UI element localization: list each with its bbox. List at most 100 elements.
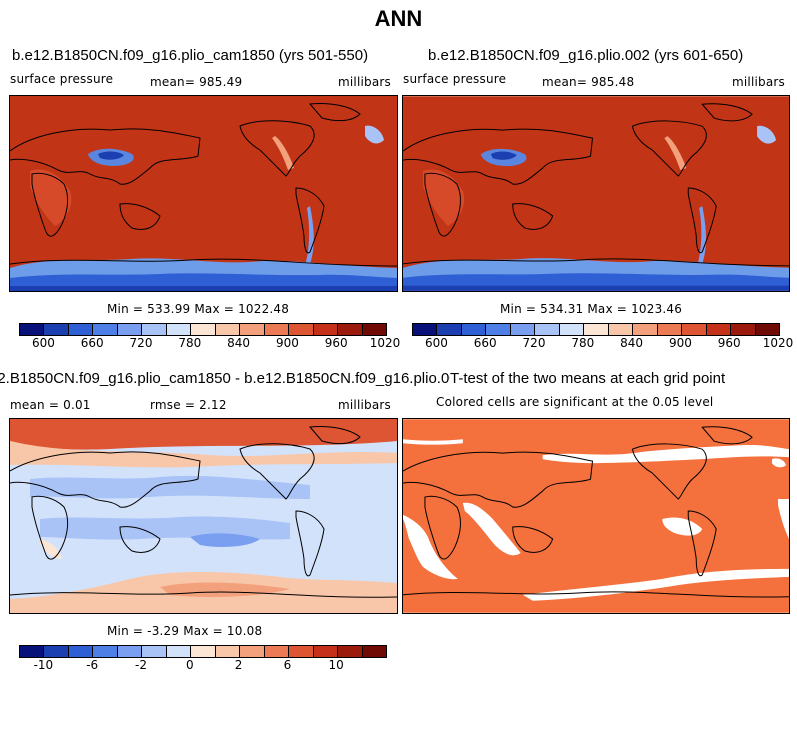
panel2-colorbar [412, 323, 780, 336]
colorbar-tick-label: 900 [275, 336, 299, 350]
panel3-colorbar [19, 645, 387, 658]
panel4-subtitle: Colored cells are significant at the 0.0… [436, 395, 714, 409]
colorbar-swatch [264, 324, 290, 335]
panel1-surface-pressure-field [10, 96, 397, 291]
colorbar-tick-label: 660 [80, 336, 104, 350]
colorbar-swatch [215, 324, 241, 335]
panel2-variable-label: surface pressure [403, 72, 507, 86]
colorbar-swatch [313, 324, 339, 335]
panel3-minmax: Min = -3.29 Max = 10.08 [107, 624, 263, 638]
colorbar-swatch [755, 324, 780, 335]
panel1-minmax: Min = 533.99 Max = 1022.48 [107, 302, 290, 316]
colorbar-swatch [191, 324, 216, 335]
panel2-minmax: Min = 534.31 Max = 1023.46 [500, 302, 683, 316]
panel3-difference-field [10, 419, 397, 613]
colorbar-swatch [313, 646, 339, 657]
panel3-colorbar-ticks: -10 -6 -2 0 2 6 10 [19, 658, 385, 674]
colorbar-tick-label: 10 [328, 658, 344, 672]
colorbar-swatch [68, 646, 94, 657]
colorbar-swatch [584, 324, 609, 335]
panel2-units: millibars [732, 75, 785, 89]
panel4-title: T-test of the two means at each grid poi… [450, 370, 726, 387]
colorbar-tick-label: -2 [135, 658, 147, 672]
colorbar-swatch [682, 324, 707, 335]
colorbar-swatch [608, 324, 634, 335]
colorbar-swatch [20, 646, 45, 657]
colorbar-swatch [338, 324, 363, 335]
colorbar-swatch [240, 324, 265, 335]
colorbar-swatch [44, 646, 69, 657]
panel1-map [9, 95, 398, 292]
colorbar-swatch [20, 324, 45, 335]
panel3-title: b.e12.B1850CN.f09_g16.plio_cam1850 - b.e… [0, 370, 450, 387]
colorbar-swatch [461, 324, 487, 335]
colorbar-swatch [44, 324, 69, 335]
colorbar-swatch [559, 324, 585, 335]
colorbar-swatch [264, 646, 290, 657]
colorbar-swatch [437, 324, 462, 335]
colorbar-tick-label: 840 [227, 336, 251, 350]
colorbar-swatch [93, 324, 118, 335]
panel1-colorbar-ticks: 600 660 720 780 840 900 960 1020 [19, 336, 400, 352]
colorbar-tick-label: -10 [33, 658, 54, 672]
panel1-title: b.e12.B1850CN.f09_g16.plio_cam1850 (yrs … [12, 47, 369, 64]
colorbar-tick-label: 0 [185, 658, 194, 672]
panel2-colorbar-ticks: 600 660 720 780 840 900 960 1020 [412, 336, 793, 352]
panel3-units: millibars [338, 398, 391, 412]
colorbar-swatch [486, 324, 511, 335]
colorbar-tick-label: 720 [129, 336, 153, 350]
colorbar-swatch [706, 324, 732, 335]
panel2-title: b.e12.B1850CN.f09_g16.plio.002 (yrs 601-… [428, 47, 744, 64]
colorbar-swatch [166, 646, 192, 657]
panel1-colorbar [19, 323, 387, 336]
colorbar-swatch [191, 646, 216, 657]
colorbar-tick-label: 600 [424, 336, 448, 350]
colorbar-swatch [166, 324, 192, 335]
colorbar-swatch [117, 646, 143, 657]
colorbar-tick-label: 960 [717, 336, 741, 350]
colorbar-tick-label: 2 [234, 658, 243, 672]
colorbar-swatch [510, 324, 536, 335]
colorbar-swatch [68, 324, 94, 335]
colorbar-swatch [535, 324, 560, 335]
panel2-map [402, 95, 790, 292]
colorbar-tick-label: -6 [86, 658, 99, 672]
colorbar-swatch [362, 324, 387, 335]
colorbar-tick-label: 1020 [369, 336, 401, 350]
colorbar-swatch [142, 324, 167, 335]
colorbar-swatch [657, 324, 683, 335]
colorbar-tick-label: 780 [178, 336, 202, 350]
colorbar-swatch [633, 324, 658, 335]
colorbar-tick-label: 720 [522, 336, 546, 350]
panel4-significance-field [403, 419, 789, 613]
colorbar-swatch [215, 646, 241, 657]
colorbar-tick-label: 780 [571, 336, 595, 350]
colorbar-tick-label: 1020 [762, 336, 794, 350]
colorbar-swatch [117, 324, 143, 335]
panel3-rmse: rmse = 2.12 [150, 398, 227, 412]
panel3-map [9, 418, 398, 614]
panel3-mean: mean = 0.01 [10, 398, 91, 412]
colorbar-tick-label: 840 [620, 336, 644, 350]
colorbar-swatch [731, 324, 756, 335]
colorbar-tick-label: 6 [283, 658, 292, 672]
panel1-variable-label: surface pressure [10, 72, 114, 86]
colorbar-swatch [338, 646, 363, 657]
colorbar-tick-label: 660 [473, 336, 497, 350]
season-title: ANN [374, 6, 423, 31]
panel1-units: millibars [338, 75, 391, 89]
colorbar-swatch [413, 324, 438, 335]
colorbar-tick-label: 900 [668, 336, 692, 350]
colorbar-swatch [240, 646, 265, 657]
colorbar-swatch [289, 324, 314, 335]
panel1-mean: mean= 985.49 [150, 75, 243, 89]
colorbar-tick-label: 960 [324, 336, 348, 350]
panel4-map [402, 418, 790, 614]
colorbar-swatch [362, 646, 387, 657]
colorbar-swatch [289, 646, 314, 657]
panel3-title-clip: b.e12.B1850CN.f09_g16.plio_cam1850 - b.e… [0, 370, 450, 392]
colorbar-tick-label: 600 [31, 336, 55, 350]
colorbar-swatch [93, 646, 118, 657]
panel2-mean: mean= 985.48 [542, 75, 635, 89]
panel2-surface-pressure-field [403, 96, 789, 291]
